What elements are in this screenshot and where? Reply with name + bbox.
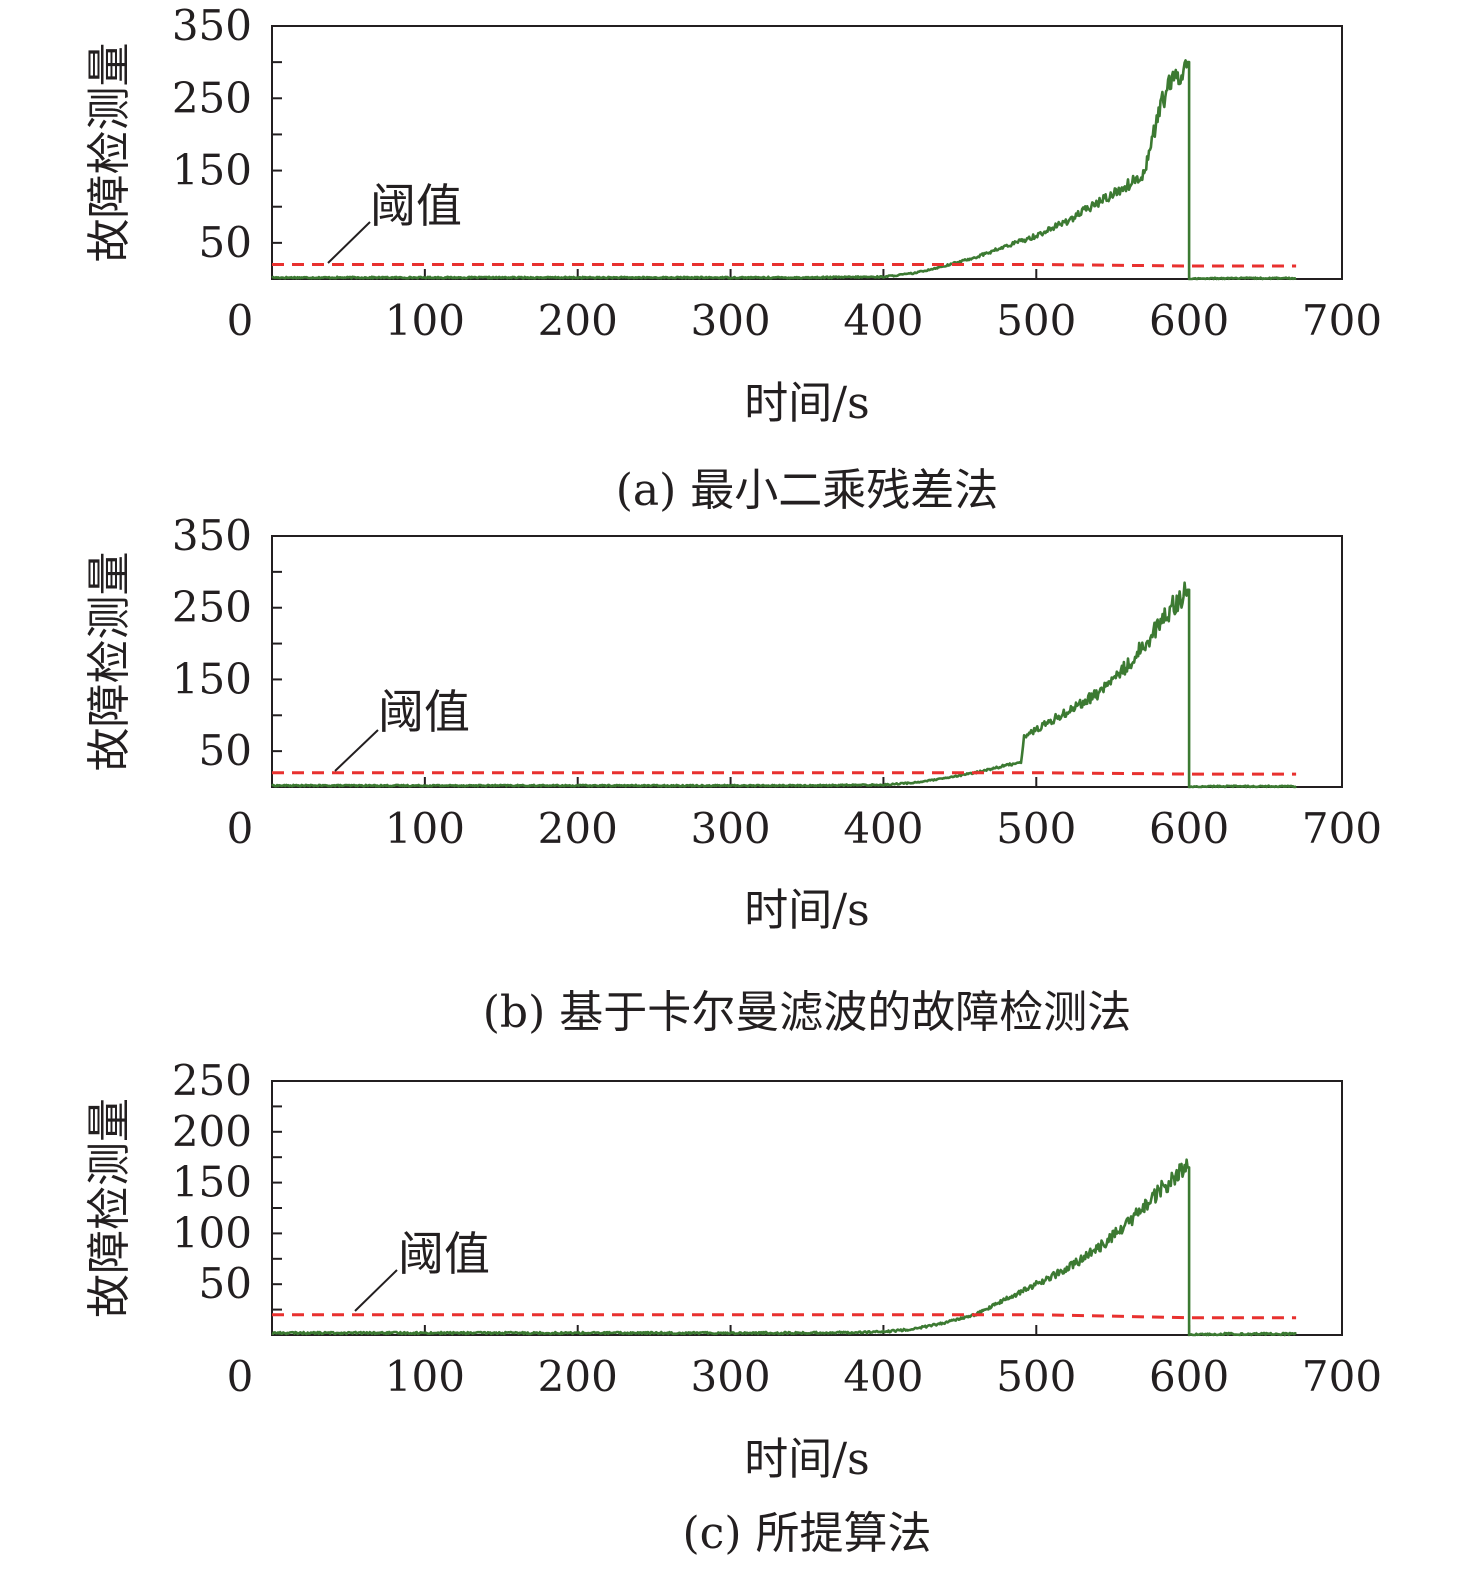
- x-tick-label: 500: [996, 1352, 1076, 1401]
- y-tick-label: 50: [199, 218, 252, 267]
- plot-frame: [271, 1080, 1343, 1336]
- y-tick-label: 250: [172, 73, 252, 122]
- y-tick-label: 150: [172, 654, 252, 703]
- y-tick-label: 350: [172, 1, 252, 50]
- threshold-annotation: 阈值: [370, 179, 462, 233]
- threshold-series-line: [272, 771, 1297, 776]
- x-tick-label: 400: [843, 1352, 923, 1401]
- x-tick-label: 700: [1302, 1352, 1382, 1401]
- panel-caption: (a) 最小二乘残差法: [616, 465, 999, 516]
- x-tick-label: 600: [1149, 1352, 1229, 1401]
- annotation-leader: [354, 1269, 398, 1312]
- y-tick-label: 250: [172, 583, 252, 632]
- panel-caption: (c) 所提算法: [683, 1508, 932, 1559]
- x-tick-label: 300: [690, 804, 770, 853]
- y-tick-label: 200: [172, 1107, 252, 1156]
- plot-frame: [271, 25, 1343, 280]
- y-axis-title: 故障检测量: [84, 43, 135, 263]
- x-tick-label: 400: [843, 804, 923, 853]
- x-tick-label: 0: [227, 804, 254, 853]
- threshold-annotation: 阈值: [398, 1227, 490, 1281]
- x-tick-label: 100: [385, 1352, 465, 1401]
- x-axis-title: 时间/s: [744, 1434, 869, 1485]
- x-tick-label: 500: [996, 296, 1076, 345]
- y-axis-title: 故障检测量: [84, 1098, 135, 1318]
- x-tick-label: 700: [1302, 296, 1382, 345]
- x-axis-title: 时间/s: [744, 378, 869, 429]
- panel-caption: (b) 基于卡尔曼滤波的故障检测法: [483, 987, 1131, 1038]
- x-tick-label: 300: [690, 1352, 770, 1401]
- detection-series-line: [271, 581, 1297, 789]
- y-tick-label: 50: [199, 1259, 252, 1308]
- x-tick-label: 400: [843, 296, 923, 345]
- panel-b: 0 100 200 300 400 500 600 700 50 150 250 350 故障检测量时间…: [84, 511, 1382, 1038]
- y-tick-label: 100: [172, 1208, 252, 1257]
- plot-frame: [271, 535, 1343, 788]
- x-tick-label: 0: [227, 296, 254, 345]
- x-tick-label: 0: [227, 1352, 254, 1401]
- x-tick-label: 200: [538, 1352, 618, 1401]
- y-tick-label: 150: [172, 146, 252, 195]
- x-tick-label: 100: [385, 804, 465, 853]
- y-tick-label: 150: [172, 1158, 252, 1207]
- detection-series-line: [271, 1158, 1297, 1337]
- detection-series-line: [271, 59, 1297, 281]
- x-tick-label: 600: [1149, 804, 1229, 853]
- x-tick-label: 100: [385, 296, 465, 345]
- threshold-annotation: 阈值: [378, 685, 470, 739]
- x-tick-label: 300: [690, 296, 770, 345]
- annotation-leader: [334, 729, 379, 772]
- panel-c: 0 100 200 300 400 500 600 70050100150200250故障检测…: [84, 1056, 1382, 1559]
- y-axis-title: 故障检测量: [84, 552, 135, 772]
- y-tick-label: 250: [172, 1056, 252, 1105]
- annotation-leader: [327, 221, 371, 264]
- x-tick-label: 500: [996, 804, 1076, 853]
- y-tick-label: 50: [199, 726, 252, 775]
- x-tick-label: 700: [1302, 804, 1382, 853]
- x-axis-title: 时间/s: [744, 885, 869, 936]
- x-tick-label: 200: [538, 296, 618, 345]
- threshold-series-line: [272, 1313, 1297, 1320]
- threshold-series-line: [272, 263, 1297, 268]
- x-tick-label: 200: [538, 804, 618, 853]
- x-tick-label: 600: [1149, 296, 1229, 345]
- y-tick-label: 350: [172, 511, 252, 560]
- panel-a: 0 100 200 300 400 500 600 700 50 150 250 350 故障检测量时间…: [84, 1, 1382, 516]
